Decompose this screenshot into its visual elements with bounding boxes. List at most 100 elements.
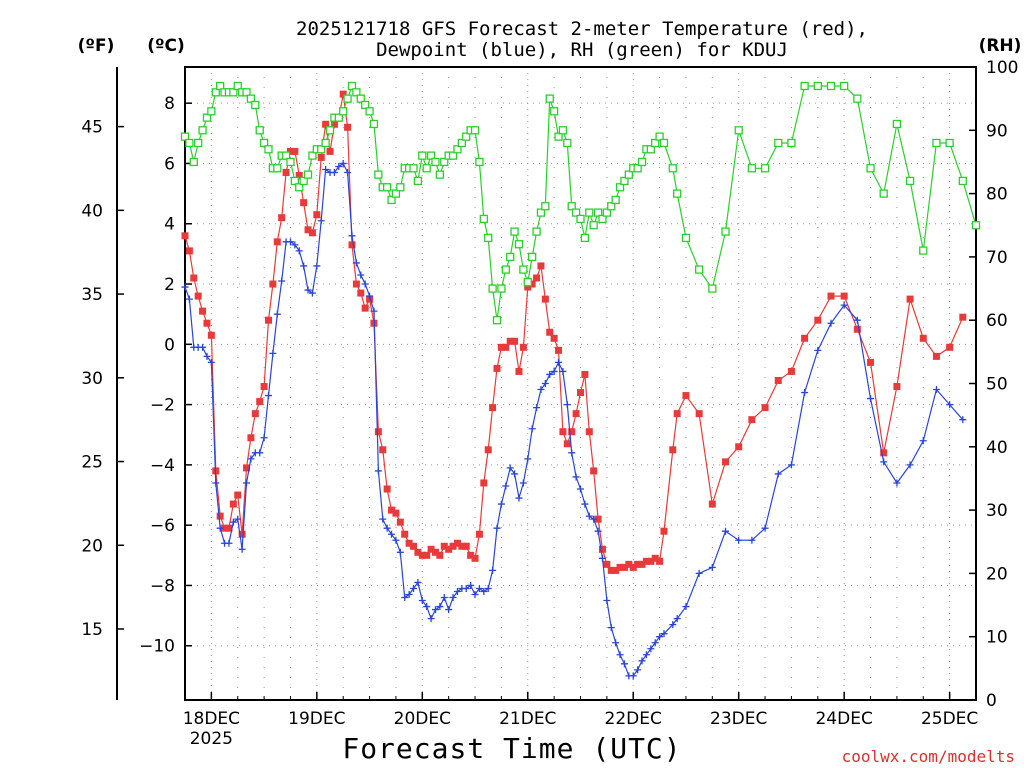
rh-point (695, 265, 704, 274)
temperature-point (440, 542, 448, 550)
temperature-point (194, 292, 202, 300)
temperature-point (357, 289, 365, 297)
rh-point (554, 132, 563, 141)
celsius-tick-label: 0 (164, 335, 175, 355)
x-tick-label: 22DEC (605, 709, 662, 729)
dewpoint-point (893, 479, 901, 487)
temperature-point (445, 545, 453, 553)
dewpoint-point (348, 232, 356, 240)
temperature-point (612, 566, 620, 574)
temperature-point (550, 334, 558, 342)
temperature-point (471, 554, 479, 562)
temperature-point (414, 548, 422, 556)
dewpoint-point (238, 545, 246, 553)
rh-point (216, 81, 225, 91)
dewpoint-point (304, 286, 312, 294)
rh-point (365, 107, 374, 116)
dewpoint-point (357, 271, 365, 279)
temperature-point (295, 172, 303, 180)
temperature-point (708, 500, 716, 508)
dewpoint-point (801, 389, 809, 397)
rh-point (593, 208, 603, 217)
temperature-point (563, 440, 571, 448)
dewpoint-point (467, 581, 475, 589)
temperature-point (603, 560, 611, 568)
rh-point (501, 265, 510, 274)
temperature-point (392, 509, 400, 517)
temperature-point (423, 551, 431, 559)
dewpoint-point (612, 639, 620, 647)
rh-point (343, 94, 352, 103)
temperature-point (735, 443, 743, 451)
dewpoint-point (344, 169, 352, 176)
dewpoint-point (484, 584, 492, 592)
rh-tick-label: 40 (986, 438, 1008, 458)
temperature-line (184, 93, 964, 572)
temperature-point (853, 325, 861, 333)
dewpoint-point (827, 319, 835, 327)
rh-point (325, 126, 335, 135)
dewpoint-point (515, 494, 523, 502)
rh-point (303, 170, 313, 179)
temperature-point (431, 548, 439, 556)
temperature-point (827, 292, 835, 300)
rh-point (567, 202, 576, 211)
dewpoint-point (651, 639, 659, 647)
rh-point (813, 81, 822, 91)
rh-point (681, 233, 691, 243)
temperature-point (374, 428, 382, 436)
dewpoint-point (682, 603, 690, 611)
rh-point (229, 88, 238, 97)
dewpoint-point (620, 660, 628, 668)
dewpoint-point (335, 162, 343, 170)
dewpoint-point (946, 401, 954, 409)
rh-tick-label: 100 (986, 58, 1018, 78)
rh-point (339, 107, 348, 116)
temperature-point (348, 241, 356, 249)
rh-point (506, 252, 515, 262)
dewpoint-point (524, 455, 532, 463)
dewpoint-point (959, 416, 967, 424)
dewpoint-point (880, 458, 888, 466)
rh-point (541, 202, 550, 211)
rh-point (391, 189, 401, 198)
rh-point (620, 176, 629, 186)
rh-point (637, 157, 647, 167)
dewpoint-point (291, 241, 299, 249)
rh-point (545, 94, 554, 103)
rh-point (290, 176, 300, 186)
dewpoint-point (853, 316, 861, 324)
rh-unit-label: (RH) (979, 36, 1022, 56)
temperature-point (291, 147, 299, 155)
rh-point (611, 195, 620, 205)
dewpoint-point (431, 606, 439, 614)
dewpoint-point (673, 615, 681, 623)
dewpoint-point (199, 343, 207, 351)
rh-point (853, 94, 862, 103)
temperature-point (480, 479, 488, 487)
rh-point (440, 157, 449, 167)
rh-point (435, 170, 445, 179)
celsius-tick-label: 2 (164, 275, 175, 295)
dewpoint-point (590, 515, 598, 523)
temperature-point (506, 337, 514, 345)
dewpoint-point (260, 434, 268, 442)
rh-point (242, 88, 251, 97)
dewpoint-point (308, 289, 316, 297)
fahrenheit-unit-label: (ºF) (78, 36, 115, 56)
temperature-point (181, 232, 189, 240)
dewpoint-point (787, 461, 795, 469)
temperature-point (541, 295, 549, 303)
rh-point (470, 126, 480, 135)
celsius-tick-label: −8 (150, 576, 175, 596)
dewpoint-point (634, 666, 642, 674)
rh-point (774, 138, 783, 148)
fahrenheit-tick-label: 25 (81, 453, 103, 473)
rh-point (492, 316, 502, 325)
temperature-point (361, 304, 369, 312)
temperature-point (344, 123, 352, 131)
temperature-point (453, 539, 461, 547)
temperature-point (555, 346, 563, 354)
temperature-point (559, 428, 567, 436)
rh-point (317, 145, 326, 154)
